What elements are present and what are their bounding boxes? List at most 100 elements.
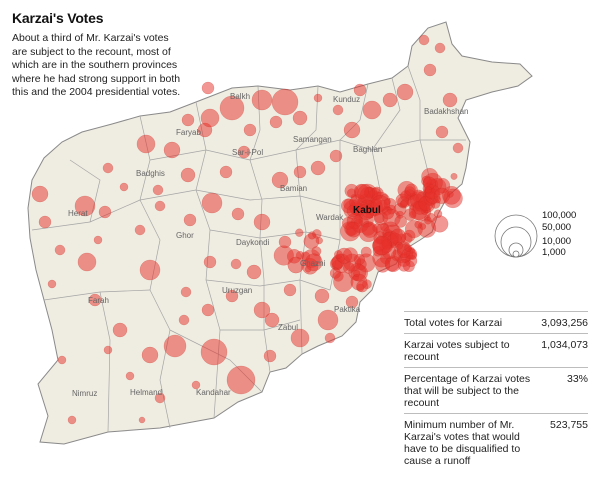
legend-label-100000: 100,000 xyxy=(542,210,577,221)
vote-bubble xyxy=(423,63,437,77)
label-kandahar: Kandahar xyxy=(196,388,231,397)
vote-bubble xyxy=(57,355,67,365)
vote-bubble xyxy=(424,216,432,225)
vote-bubble xyxy=(201,81,215,95)
label-nimruz: Nimruz xyxy=(72,389,97,398)
label-herat: Herat xyxy=(68,209,88,218)
vote-bubble xyxy=(375,257,391,273)
vote-bubble xyxy=(310,160,326,176)
vote-bubble xyxy=(47,279,57,289)
stat-value: 1,034,073 xyxy=(541,339,588,351)
label-baghlan: Baghlan xyxy=(353,145,382,154)
vote-bubble xyxy=(343,262,355,274)
label-ghor: Ghor xyxy=(176,231,194,240)
vote-bubble xyxy=(119,182,129,192)
vote-bubble xyxy=(201,303,215,317)
vote-bubble xyxy=(283,283,297,297)
vote-bubbles xyxy=(31,34,464,425)
vote-bubble xyxy=(382,92,398,108)
vote-bubble xyxy=(353,269,361,277)
vote-bubble xyxy=(251,89,273,111)
label-daykondi: Daykondi xyxy=(236,238,270,247)
vote-bubble xyxy=(271,88,299,116)
vote-bubble xyxy=(269,115,283,129)
vote-bubble xyxy=(358,203,375,221)
vote-bubble xyxy=(180,286,192,298)
stat-row: Minimum number of Mr. Karzai's votes tha… xyxy=(404,413,588,471)
vote-bubble xyxy=(293,165,307,179)
vote-bubble xyxy=(136,134,156,154)
legend-circle-1000 xyxy=(512,250,520,258)
vote-bubble xyxy=(219,165,233,179)
stat-label: Minimum number of Mr. Karzai's votes tha… xyxy=(404,419,521,467)
label-ghazni: Ghazni xyxy=(300,259,326,268)
vote-bubble xyxy=(317,309,339,331)
legend-label-1000: 1,000 xyxy=(542,247,566,258)
vote-bubble xyxy=(181,113,195,127)
vote-bubble xyxy=(141,346,159,364)
vote-bubble xyxy=(292,110,308,126)
vote-bubble xyxy=(329,267,341,279)
stat-label: Karzai votes subject to recount xyxy=(404,339,510,363)
vote-bubble xyxy=(253,301,271,319)
vote-bubble xyxy=(93,235,103,245)
vote-bubble xyxy=(345,221,362,238)
vote-bubble xyxy=(180,167,196,183)
label-samangan: Samangan xyxy=(293,135,332,144)
vote-bubble xyxy=(435,125,449,139)
label-kabul: Kabul xyxy=(353,205,381,216)
vote-bubble xyxy=(88,293,102,307)
vote-bubble xyxy=(400,199,409,208)
label-farah: Farah xyxy=(88,296,109,305)
vote-bubble xyxy=(225,289,239,303)
vote-bubble xyxy=(201,192,223,214)
vote-bubble xyxy=(183,213,197,227)
vote-bubble xyxy=(163,141,181,159)
stat-value: 523,755 xyxy=(550,419,588,431)
vote-bubble xyxy=(54,244,66,256)
vote-bubble xyxy=(397,258,411,272)
vote-bubble xyxy=(31,185,49,203)
label-helmand: Helmand xyxy=(130,388,162,397)
vote-bubble xyxy=(324,332,336,344)
label-badakhshan: Badakhshan xyxy=(424,107,468,116)
vote-bubble xyxy=(38,215,52,229)
label-wardak: Wardak xyxy=(316,213,344,222)
vote-bubble xyxy=(271,171,289,189)
vote-bubble xyxy=(313,93,323,103)
vote-bubble xyxy=(253,213,271,231)
label-bamian: Bamian xyxy=(280,184,307,193)
vote-bubble xyxy=(356,280,369,293)
vote-bubble xyxy=(264,312,280,328)
vote-bubble xyxy=(74,195,96,217)
label-faryab: Faryab xyxy=(176,128,201,137)
stat-label: Total votes for Karzai xyxy=(404,317,503,329)
vote-bubble xyxy=(452,142,464,154)
vote-bubble xyxy=(102,162,114,174)
vote-bubble xyxy=(290,328,310,348)
legend-label-10000: 10,000 xyxy=(542,236,572,247)
vote-bubble xyxy=(98,205,112,219)
vote-bubble xyxy=(226,365,256,395)
vote-bubble xyxy=(404,183,418,197)
vote-bubble xyxy=(434,42,446,54)
label-balkh: Balkh xyxy=(230,92,250,101)
map-labels: Kabul Herat Farah Nimruz Helmand Kandaha… xyxy=(68,92,468,398)
vote-bubble xyxy=(433,209,443,219)
vote-bubble xyxy=(243,123,257,137)
vote-bubble xyxy=(372,235,392,256)
vote-bubble xyxy=(295,228,304,237)
legend-label-50000: 50,000 xyxy=(542,222,572,233)
vote-bubble xyxy=(200,338,228,366)
vote-bubble xyxy=(403,208,417,221)
stat-value: 33% xyxy=(566,373,588,385)
vote-bubble xyxy=(404,244,412,252)
vote-bubble xyxy=(154,392,166,404)
legend-circle-50000 xyxy=(500,226,532,258)
stat-label: Percentage of Karzai votes that will be … xyxy=(404,373,531,409)
page-subtitle: About a third of Mr. Karzai's votes are … xyxy=(12,32,181,98)
page-title: Karzai's Votes xyxy=(12,10,104,26)
province-borders xyxy=(31,65,466,433)
vote-bubble xyxy=(278,235,292,249)
